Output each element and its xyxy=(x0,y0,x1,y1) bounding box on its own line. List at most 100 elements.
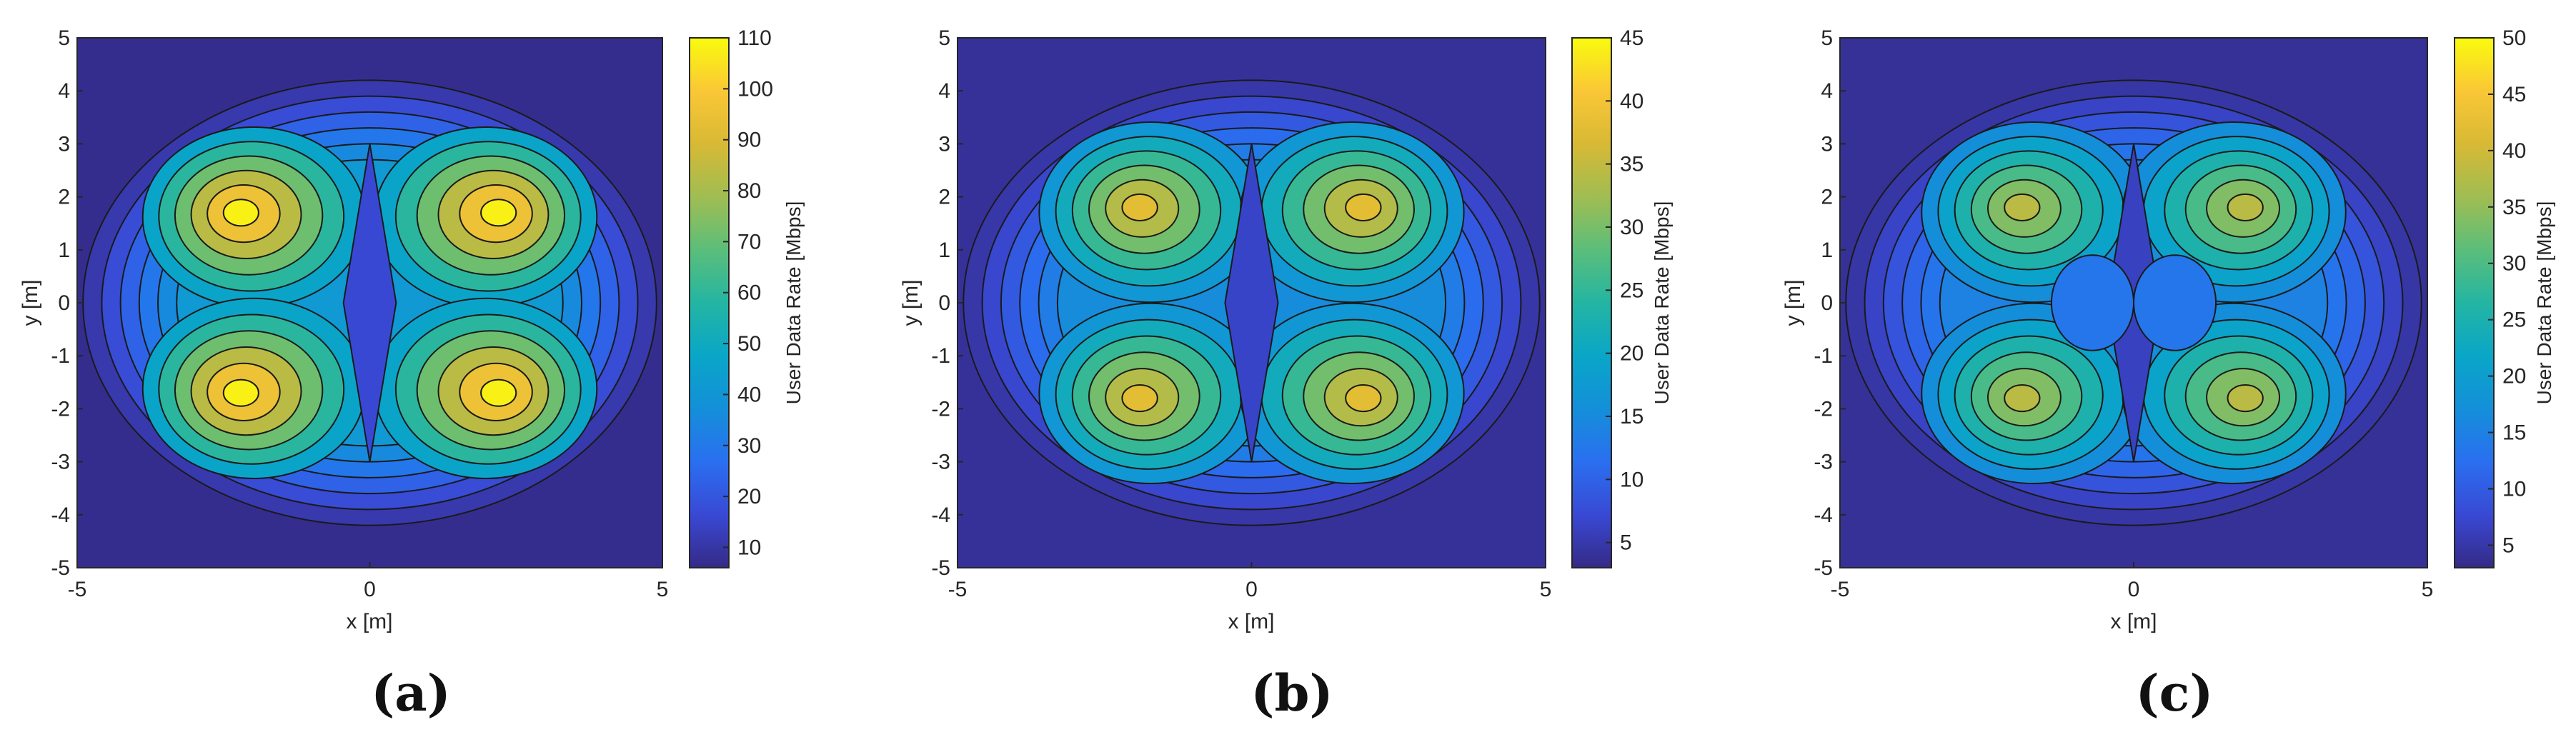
colorbar-tick-label: 10 xyxy=(737,536,761,559)
x-tick-label: 0 xyxy=(1245,578,1258,601)
colorbar-tick-label: 15 xyxy=(2502,421,2526,445)
panel-a-ylabel: y [m] xyxy=(19,280,42,326)
colorbar-tick-label: 25 xyxy=(1620,279,1643,302)
colorbar-tick-label: 25 xyxy=(2502,309,2526,332)
colorbar-tick-label: 40 xyxy=(1620,89,1643,113)
contour-lobe xyxy=(1121,384,1158,413)
y-tick-label: -2 xyxy=(1814,397,1833,421)
contour-lobe xyxy=(2004,384,2041,413)
panel-a-y-ticks: -5 -4 -3 -2 -1 0 1 2 3 4 5 xyxy=(51,26,83,580)
panel-c-xlabel: x [m] xyxy=(2111,610,2157,633)
panel-b-contour-field xyxy=(958,38,1546,568)
panel-c-x-ticks: -5 0 5 xyxy=(1831,562,2434,601)
colorbar-tick-label: 5 xyxy=(1620,531,1632,555)
colorbar-tick-label: 80 xyxy=(737,179,761,203)
y-tick-label: -3 xyxy=(1814,451,1833,474)
y-tick-label: 4 xyxy=(58,79,70,103)
panel-b-ylabel: y [m] xyxy=(899,280,923,326)
y-tick-label: -1 xyxy=(1814,344,1833,368)
panel-c-colorbar-label: User Data Rate [Mbps] xyxy=(2533,201,2555,405)
contour-lobe xyxy=(2004,193,2041,221)
colorbar-tick-label: 50 xyxy=(737,332,761,356)
colorbar-tick-label: 30 xyxy=(737,434,761,458)
contour-center-blob xyxy=(2133,254,2217,351)
y-tick-label: 1 xyxy=(1821,239,1833,262)
y-tick-label: 2 xyxy=(58,186,70,209)
x-tick-label: -5 xyxy=(68,578,87,601)
x-tick-label: 5 xyxy=(2422,578,2434,601)
y-tick-label: -5 xyxy=(931,556,950,580)
panel-a-x-ticks: -5 0 5 xyxy=(68,562,669,601)
panel-a-label: (a) xyxy=(371,663,451,723)
contour-lobe xyxy=(2227,384,2264,413)
colorbar-tick-label: 40 xyxy=(737,383,761,406)
contour-lobe xyxy=(1121,193,1158,221)
x-tick-label: -5 xyxy=(948,578,968,601)
y-tick-label: -5 xyxy=(1814,556,1833,580)
colorbar-tick-label: 20 xyxy=(1620,342,1643,366)
y-tick-label: -2 xyxy=(931,397,950,421)
y-tick-label: 0 xyxy=(58,291,70,315)
colorbar-tick-label: 45 xyxy=(1620,26,1643,50)
x-tick-label: 5 xyxy=(657,578,669,601)
colorbar-tick-label: 30 xyxy=(2502,252,2526,276)
colorbar-tick-label: 35 xyxy=(1620,153,1643,176)
contour-center-diamond xyxy=(342,144,397,462)
contour-lobe xyxy=(1345,193,1382,221)
y-tick-label: -4 xyxy=(51,503,70,527)
y-tick-label: -4 xyxy=(931,503,950,527)
y-tick-label: 5 xyxy=(1821,26,1833,50)
panel-a-colorbar xyxy=(689,37,730,568)
contour-center-diamond xyxy=(1224,144,1279,462)
panel-a-xlabel: x [m] xyxy=(347,610,393,633)
panel-c-label: (c) xyxy=(2136,663,2214,723)
contour-lobe xyxy=(2227,193,2264,221)
colorbar-tick-label: 15 xyxy=(1620,405,1643,428)
colorbar-tick-label: 35 xyxy=(2502,196,2526,219)
colorbar-tick-label: 5 xyxy=(2502,533,2515,557)
y-tick-label: 3 xyxy=(1821,132,1833,156)
colorbar-tick-label: 50 xyxy=(2502,26,2526,50)
y-tick-label: -3 xyxy=(51,451,70,474)
panel-a-colorbar-ticks: 10 20 30 40 50 60 70 80 90 100 110 xyxy=(723,26,773,559)
panel-b-label: (b) xyxy=(1250,663,1333,723)
colorbar-tick-label: 60 xyxy=(737,281,761,305)
y-tick-label: -1 xyxy=(931,344,950,368)
y-tick-label: -2 xyxy=(51,397,70,421)
y-tick-label: 4 xyxy=(1821,79,1833,103)
panel-b-colorbar xyxy=(1571,37,1612,568)
panel-c-colorbar-ticks: 5 10 15 20 25 30 35 40 45 50 xyxy=(2488,26,2526,557)
x-tick-label: 0 xyxy=(2128,578,2140,601)
contour-lobe xyxy=(222,378,259,407)
colorbar-tick-label: 45 xyxy=(2502,83,2526,106)
y-tick-label: 0 xyxy=(1821,291,1833,315)
contour-lobe xyxy=(480,378,517,407)
colorbar-tick-label: 20 xyxy=(2502,365,2526,388)
colorbar-tick-label: 20 xyxy=(737,485,761,508)
colorbar-tick-label: 110 xyxy=(737,26,772,50)
contour-center-blob xyxy=(2050,254,2134,351)
y-tick-label: 1 xyxy=(938,239,950,262)
panel-a-contour-field xyxy=(77,38,662,568)
panel-b-xlabel: x [m] xyxy=(1228,610,1275,633)
x-tick-label: 0 xyxy=(364,578,376,601)
panel-b-y-ticks: -5 -4 -3 -2 -1 0 1 2 3 4 5 xyxy=(931,26,963,580)
colorbar-tick-label: 70 xyxy=(737,230,761,254)
y-tick-label: 5 xyxy=(58,26,70,50)
panel-a: -5 -4 -3 -2 -1 0 1 2 3 4 5 -5 0 5 x [m] y [m] 10 20 30… xyxy=(19,26,805,723)
y-tick-label: -5 xyxy=(51,556,70,580)
x-tick-label: 5 xyxy=(1540,578,1552,601)
y-tick-label: 0 xyxy=(938,291,950,315)
contour-lobe xyxy=(1345,384,1382,413)
panel-c-contour-field xyxy=(1840,38,2427,568)
panel-b-colorbar-label: User Data Rate [Mbps] xyxy=(1651,201,1673,405)
y-tick-label: 3 xyxy=(58,132,70,156)
y-tick-label: 2 xyxy=(1821,186,1833,209)
y-tick-label: 4 xyxy=(938,79,950,103)
colorbar-tick-label: 10 xyxy=(2502,477,2526,501)
panel-a-colorbar-label: User Data Rate [Mbps] xyxy=(782,201,805,405)
colorbar-tick-label: 100 xyxy=(737,77,773,101)
y-tick-label: 1 xyxy=(58,239,70,262)
